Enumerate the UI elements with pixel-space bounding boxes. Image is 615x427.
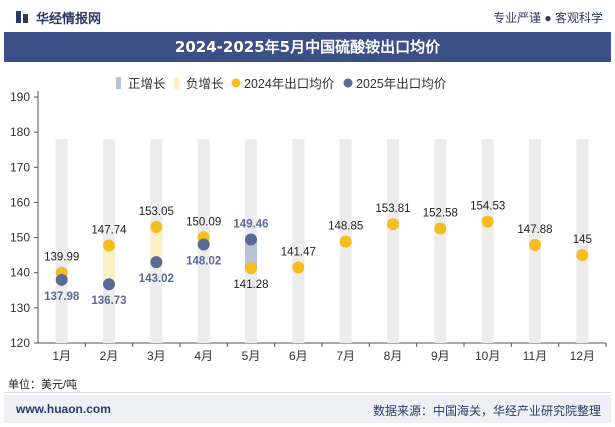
chart-title: 2024-2025年5月中国硫酸铵出口均价 <box>174 38 441 56</box>
data-label-2024: 150.09 <box>186 216 221 228</box>
data-label-2024: 145 <box>573 234 592 246</box>
point-2025 <box>150 256 163 269</box>
data-label-2024: 141.28 <box>233 279 268 291</box>
background-column <box>434 139 447 343</box>
footer: www.huaon.com 数据来源：中国海关，华经产业研究院整理 <box>4 395 611 423</box>
legend-label-2: 2024年出口均价 <box>244 77 335 91</box>
x-tick-label: 12月 <box>570 349 595 363</box>
y-tick-label: 120 <box>10 336 30 350</box>
data-label-2024: 154.53 <box>470 201 505 213</box>
y-tick-label: 130 <box>10 301 30 315</box>
x-tick-label: 10月 <box>475 349 500 363</box>
data-label-2024: 153.81 <box>375 203 410 215</box>
point-2024 <box>292 261 305 274</box>
x-tick-label: 6月 <box>289 349 308 363</box>
data-label-2024: 147.74 <box>91 225 127 237</box>
y-tick-label: 140 <box>10 266 30 280</box>
growth-bar-positive <box>245 239 257 269</box>
chart: 正增长 负增长 2024年出口均价 2025年出口均价 120 130 140 150 160 1… <box>10 76 607 363</box>
legend-swatch-3 <box>343 78 353 88</box>
background-column <box>292 139 305 343</box>
brand-name: 华经情报网 <box>36 11 102 26</box>
growth-bar-negative <box>150 226 163 263</box>
background-column <box>481 139 494 343</box>
tagline: 专业严谨 ● 客观科学 <box>493 11 603 25</box>
point-2024 <box>150 220 163 233</box>
footer-divider <box>4 392 611 393</box>
legend-swatch-2 <box>231 78 241 88</box>
y-tick-label: 170 <box>10 160 30 174</box>
data-label-2024: 152.58 <box>423 208 458 220</box>
point-2024 <box>529 239 541 252</box>
background-column <box>387 139 399 343</box>
legend-swatch-1 <box>174 77 179 89</box>
growth-bar-negative <box>103 245 115 285</box>
legend-label-1: 负增长 <box>186 76 224 91</box>
point-2025 <box>55 273 68 286</box>
y-tick-label: 150 <box>10 231 30 245</box>
point-2025 <box>197 238 210 251</box>
background-column <box>55 139 68 343</box>
x-tick-label: 5月 <box>242 349 261 363</box>
data-label-2024: 147.88 <box>517 224 552 236</box>
x-tick-label: 2月 <box>100 349 119 363</box>
data-label-2024: 139.99 <box>44 252 79 264</box>
data-label-2025: 148.02 <box>186 256 221 268</box>
site-url: www.huaon.com <box>16 402 111 416</box>
logo-icon <box>16 11 28 23</box>
point-2024 <box>103 239 115 252</box>
data-label-2025: 136.73 <box>91 295 126 307</box>
legend-swatch-0 <box>116 77 121 89</box>
x-tick-label: 8月 <box>384 349 403 363</box>
point-2025 <box>245 233 257 246</box>
unit-label: 单位：美元/吨 <box>8 379 78 391</box>
background-column <box>576 139 589 343</box>
point-2024 <box>434 222 447 235</box>
point-2024 <box>481 215 494 228</box>
point-2024 <box>245 262 257 275</box>
data-label-2025: 149.46 <box>233 218 268 230</box>
x-tick-label: 9月 <box>431 349 450 363</box>
y-tick-label: 190 <box>10 90 30 104</box>
point-2024 <box>576 249 589 262</box>
y-tick-label: 180 <box>10 125 30 139</box>
legend-label-0: 正增长 <box>128 76 166 91</box>
x-tick-label: 11月 <box>523 349 547 363</box>
data-source: 数据来源：中国海关，华经产业研究院整理 <box>372 404 601 418</box>
x-tick-label: 4月 <box>194 349 213 363</box>
data-label-2025: 137.98 <box>44 291 80 303</box>
x-tick-label: 7月 <box>336 349 355 363</box>
point-2024 <box>339 235 352 248</box>
top-bar: 华经情报网 专业严谨 ● 客观科学 <box>0 0 615 32</box>
data-label-2024: 148.85 <box>328 221 363 233</box>
x-tick-label: 1月 <box>52 349 71 363</box>
title-bar: 2024-2025年5月中国硫酸铵出口均价 <box>4 32 611 62</box>
data-label-2024: 153.05 <box>139 206 174 218</box>
data-label-2025: 143.02 <box>139 273 174 285</box>
x-tick-label: 3月 <box>147 349 166 363</box>
y-tick-label: 160 <box>10 195 30 209</box>
legend-label-3: 2025年出口均价 <box>356 77 447 91</box>
data-label-2024: 141.47 <box>281 247 316 259</box>
point-2025 <box>103 278 115 291</box>
point-2024 <box>387 218 399 231</box>
